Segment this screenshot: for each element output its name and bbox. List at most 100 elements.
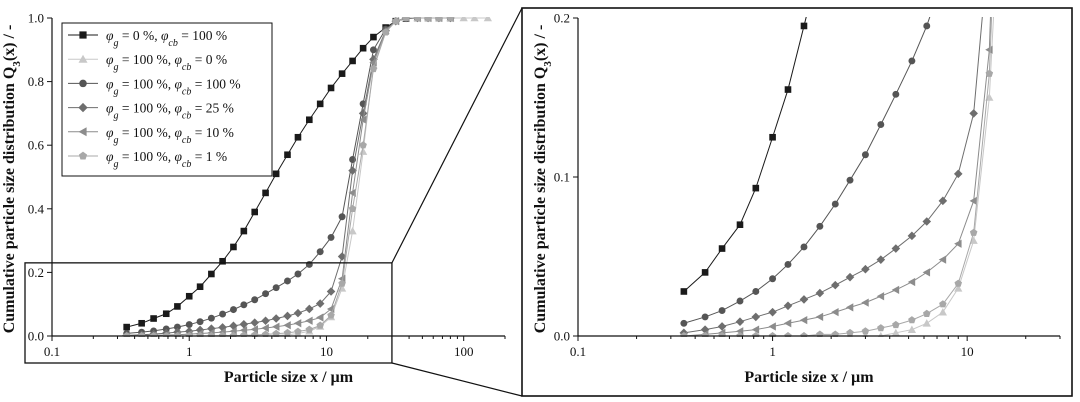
data-point-square bbox=[79, 31, 87, 39]
data-point-circle bbox=[877, 121, 885, 128]
data-point-triangle-up bbox=[922, 319, 931, 327]
data-point-circle bbox=[701, 313, 709, 321]
data-point-triangle-left bbox=[954, 239, 962, 248]
series-diamond bbox=[679, 17, 983, 337]
data-point-triangle-left bbox=[751, 325, 760, 334]
x-tick-label: 1 bbox=[769, 344, 776, 359]
series-line bbox=[683, 17, 995, 337]
data-point-circle bbox=[196, 318, 204, 326]
data-point-diamond bbox=[876, 255, 886, 264]
data-point-diamond bbox=[261, 316, 270, 326]
data-point-square bbox=[784, 86, 792, 93]
legend-label: φg = 100 %, φcb = 0 % bbox=[106, 52, 227, 73]
x-tick-label: 1 bbox=[186, 344, 193, 359]
data-point-diamond bbox=[735, 317, 745, 326]
data-point-pentagon bbox=[939, 300, 947, 308]
data-point-pentagon bbox=[381, 28, 390, 36]
legend-item: φg = 100 %, φcb = 10 % bbox=[68, 125, 234, 145]
y-tick-label: 0.2 bbox=[28, 265, 44, 280]
main-x-axis-label: Particle size x / µm bbox=[224, 369, 354, 386]
data-point-triangle-left bbox=[861, 298, 869, 307]
y-tick-label: 0.0 bbox=[554, 329, 570, 344]
data-point-diamond bbox=[315, 299, 325, 308]
series-line bbox=[683, 17, 991, 337]
data-point-triangle-left bbox=[922, 268, 931, 277]
data-point-square bbox=[150, 315, 157, 322]
data-point-circle bbox=[846, 176, 854, 184]
data-point-diamond bbox=[891, 244, 901, 253]
data-point-diamond bbox=[938, 196, 948, 206]
data-point-square bbox=[359, 44, 367, 52]
y-tick-label: 0.4 bbox=[28, 201, 45, 216]
data-point-square bbox=[701, 269, 709, 276]
data-point-diamond bbox=[250, 318, 259, 327]
data-point-pentagon bbox=[892, 320, 900, 329]
data-point-square bbox=[174, 303, 181, 310]
data-point-pentagon bbox=[424, 17, 432, 22]
series-pentagon bbox=[680, 17, 994, 337]
data-point-pentagon bbox=[283, 328, 292, 337]
x-tick-label: 10 bbox=[961, 344, 974, 359]
zoom-y-axis-label: Cumulative particle size distribution Q3… bbox=[532, 25, 554, 334]
data-point-square bbox=[208, 270, 215, 278]
data-point-pentagon bbox=[816, 330, 824, 337]
data-point-diamond bbox=[271, 314, 281, 323]
data-point-triangle-left bbox=[799, 315, 808, 325]
data-point-square bbox=[718, 245, 726, 252]
y-tick-label: 0.0 bbox=[28, 329, 44, 344]
legend-item: φg = 100 %, φcb = 100 % bbox=[68, 76, 241, 97]
data-point-circle bbox=[861, 151, 869, 159]
zoom-x-axis-label: Particle size x / µm bbox=[744, 369, 874, 386]
data-point-diamond bbox=[239, 319, 249, 329]
data-point-triangle-up bbox=[938, 308, 947, 316]
data-point-diamond bbox=[861, 264, 870, 274]
data-point-triangle-up bbox=[954, 284, 963, 292]
data-point-diamond bbox=[218, 323, 227, 332]
main-y-axis-label: Cumulative particle size distribution Q3… bbox=[1, 25, 23, 334]
data-point-square bbox=[162, 310, 170, 318]
data-point-triangle-left bbox=[768, 322, 776, 331]
zoom-panel-frame bbox=[521, 7, 1073, 397]
data-point-circle bbox=[718, 307, 726, 315]
data-point-square bbox=[769, 133, 776, 141]
zoom-axes: 0.1 1 100.00.10.2 bbox=[554, 11, 1061, 359]
data-point-pentagon bbox=[446, 17, 455, 22]
data-point-pentagon bbox=[923, 309, 931, 317]
data-point-pentagon bbox=[316, 321, 324, 329]
data-point-pentagon bbox=[402, 17, 410, 22]
legend-box bbox=[61, 22, 273, 177]
data-point-triangle-left bbox=[261, 323, 269, 333]
data-point-diamond bbox=[283, 311, 292, 321]
data-point-circle bbox=[784, 260, 792, 268]
zoom-region-box bbox=[24, 262, 393, 364]
data-point-circle bbox=[908, 57, 916, 65]
data-point-pentagon bbox=[359, 141, 367, 149]
zoom-plot-area bbox=[679, 17, 995, 337]
legend-item: φg = 100 %, φcb = 25 % bbox=[68, 101, 234, 121]
y-tick-label: 0.1 bbox=[554, 170, 570, 185]
data-point-circle bbox=[272, 284, 280, 292]
legend-item: φg = 100 %, φcb = 0 % bbox=[68, 52, 227, 73]
data-point-square bbox=[327, 84, 335, 92]
data-point-diamond bbox=[799, 295, 809, 304]
series-circle bbox=[680, 17, 931, 327]
y-tick-label: 0.8 bbox=[28, 74, 44, 89]
data-point-triangle-left bbox=[783, 319, 792, 328]
data-point-circle bbox=[173, 323, 181, 331]
data-point-square bbox=[284, 151, 291, 159]
data-point-diamond bbox=[768, 307, 777, 317]
data-point-circle bbox=[305, 260, 313, 268]
data-point-triangle-up bbox=[78, 54, 88, 63]
data-point-triangle-left bbox=[969, 196, 977, 205]
data-point-diamond bbox=[751, 312, 761, 322]
data-point-triangle-left bbox=[305, 316, 313, 325]
x-tick-label: 10 bbox=[320, 344, 333, 359]
data-point-pentagon bbox=[272, 329, 280, 337]
data-point-square bbox=[680, 288, 688, 295]
data-point-triangle-left bbox=[891, 285, 900, 295]
data-point-circle bbox=[892, 90, 900, 98]
data-point-circle bbox=[752, 288, 760, 295]
data-point-pentagon bbox=[305, 325, 314, 333]
data-point-circle bbox=[923, 22, 931, 30]
